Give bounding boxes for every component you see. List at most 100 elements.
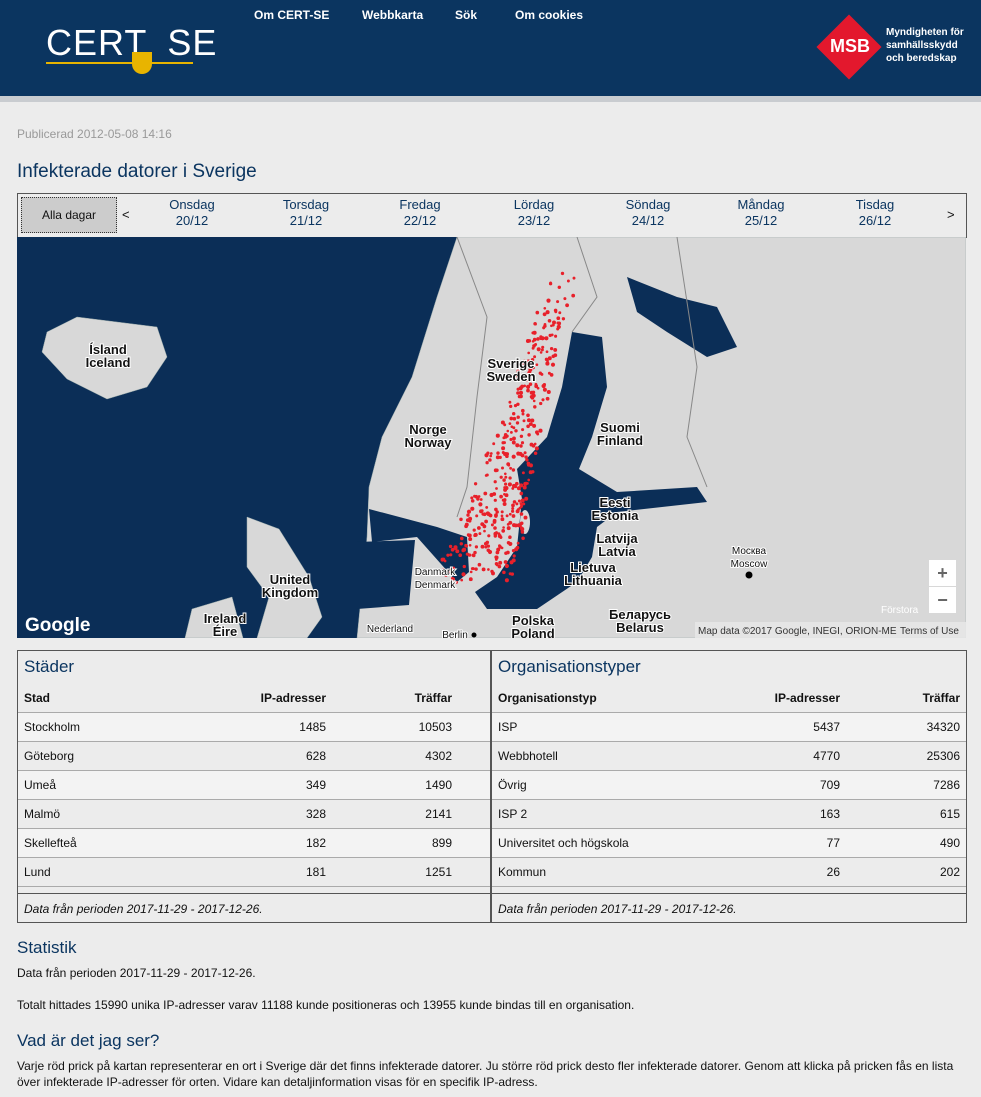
dot (478, 532, 482, 536)
msb-line: och beredskap (886, 53, 957, 64)
zoom-out-label: − (937, 590, 948, 610)
dot (496, 451, 500, 455)
enlarge-link[interactable]: Förstora (881, 605, 919, 616)
dot (539, 351, 543, 354)
dot (565, 303, 570, 308)
dot (529, 463, 533, 468)
map-label: Ireland (204, 611, 247, 626)
dot (462, 564, 466, 569)
dot (519, 512, 524, 516)
dot (515, 509, 520, 514)
dot (512, 436, 516, 441)
dot (492, 518, 497, 523)
dot (547, 318, 552, 323)
dot (511, 514, 516, 518)
dot (504, 486, 509, 491)
google-logo: Google (25, 615, 90, 636)
table-row: Lund 181 1251 (18, 857, 490, 886)
nav-link[interactable]: Webbkarta (362, 8, 424, 22)
table-cell: 2141 (425, 807, 452, 821)
day[interactable]: Tisdag 26/12 (820, 198, 930, 228)
dot (563, 297, 567, 301)
dot (541, 345, 545, 349)
prev-button[interactable]: < (122, 207, 130, 222)
table-cell: 7286 (933, 778, 960, 792)
dot (543, 324, 547, 328)
table-cell: 1485 (299, 720, 326, 734)
header-stripe (0, 96, 981, 102)
dot (458, 553, 463, 558)
dot (520, 441, 525, 445)
dot (544, 336, 549, 341)
next-button[interactable]: > (947, 207, 955, 222)
zoom-in-button[interactable] (929, 560, 956, 586)
dot (472, 553, 476, 558)
dot (495, 550, 500, 555)
day[interactable]: Fredag 22/12 (365, 198, 475, 228)
msb-line: Myndigheten för (886, 27, 964, 38)
map-label: Belarus (616, 620, 664, 635)
dot (517, 499, 521, 503)
table-title: Städer (24, 657, 75, 676)
map-label: Latvia (598, 544, 636, 559)
stats-heading: Statistik (17, 938, 77, 957)
dot (542, 387, 547, 392)
dot (514, 481, 519, 486)
table-cell: 709 (819, 778, 840, 792)
dot (508, 422, 512, 425)
dot (482, 512, 487, 517)
map-label: Éire (213, 624, 238, 638)
dot (471, 567, 475, 571)
day[interactable]: Torsdag 21/12 (251, 198, 361, 228)
dot (497, 532, 501, 536)
zoom-out-button[interactable] (929, 587, 956, 613)
dot (548, 282, 553, 286)
dot (510, 425, 514, 429)
dot (516, 374, 521, 379)
dot (506, 550, 510, 555)
dot (490, 569, 494, 574)
dot (516, 369, 520, 374)
dot (520, 453, 525, 458)
dot (503, 498, 507, 502)
dot (524, 496, 529, 501)
terms-link[interactable]: Terms of Use (900, 626, 959, 637)
day[interactable]: Söndag 24/12 (593, 198, 703, 228)
infection-dots (438, 271, 576, 584)
nav-link[interactable]: Om CERT-SE (254, 8, 330, 22)
day[interactable]: Måndag 25/12 (706, 198, 816, 228)
day[interactable]: Lördag 23/12 (479, 198, 589, 228)
dot (469, 570, 473, 574)
dot (547, 356, 552, 361)
logo[interactable]: CERT SE (46, 22, 217, 64)
dot (493, 526, 497, 530)
day[interactable]: Onsdag 20/12 (137, 198, 247, 228)
table-cell: ISP (498, 720, 518, 734)
dot (523, 481, 528, 486)
map-label: Беларусь (609, 607, 671, 622)
dot (502, 478, 506, 482)
map-label: Norge (409, 422, 447, 437)
table-cell: 202 (939, 865, 960, 879)
nav-link[interactable]: Om cookies (515, 8, 584, 22)
dot (478, 502, 483, 507)
all-days-button[interactable]: Alla dagar (21, 197, 117, 233)
dot (513, 374, 517, 378)
msb-line: samhällsskydd (886, 40, 958, 51)
dot (509, 404, 513, 409)
dot (558, 311, 562, 315)
dot (506, 541, 511, 545)
dot (523, 451, 527, 455)
dot (464, 522, 469, 527)
dot (459, 542, 464, 546)
dot (470, 506, 475, 511)
about-heading: Vad är det jag ser? (17, 1031, 160, 1050)
dot (556, 316, 561, 321)
table-header: Organisationstyp IP-adresser Träffar (492, 684, 966, 713)
dot (531, 374, 536, 378)
table-cell: IP-adresser (260, 691, 326, 705)
nav-link[interactable]: Sök (455, 8, 478, 22)
dot (510, 572, 515, 576)
dot (468, 516, 473, 521)
